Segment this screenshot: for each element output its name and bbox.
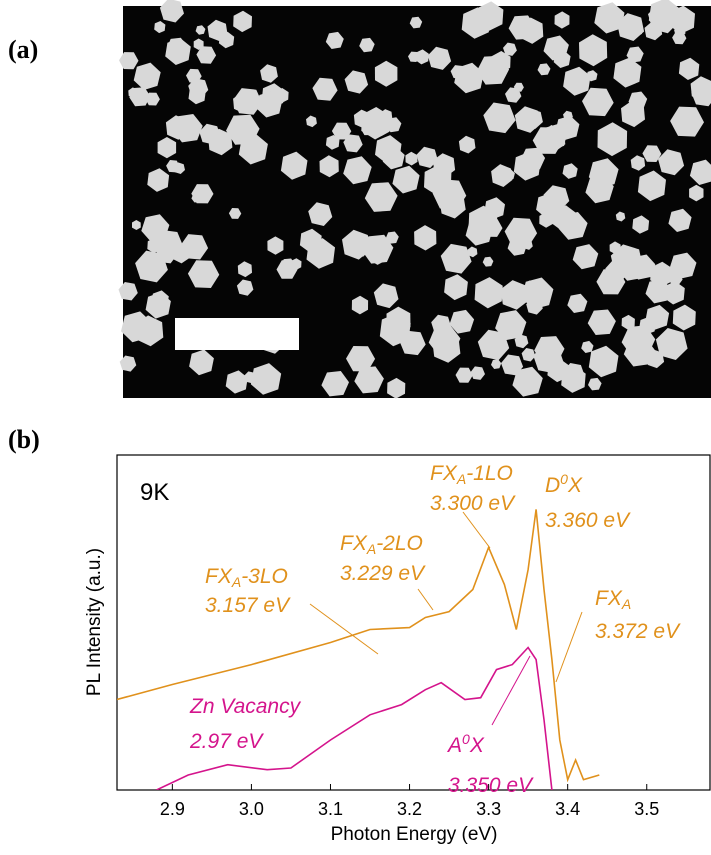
annotation-label: FXA-1LO [430,462,513,487]
x-tick-label: 3.0 [239,799,264,819]
annotation-part: D [545,474,560,497]
x-tick-label: 3.5 [634,799,659,819]
leader-line [310,604,378,654]
annotation-label: FXA [595,587,631,612]
annotation-part: X [567,474,583,497]
sem-image [119,0,711,399]
leader-line [463,512,490,548]
x-tick-label: 3.3 [476,799,501,819]
annotation-part: A [446,734,462,757]
leader-line [418,589,433,610]
annotation-part: -3LO [241,565,288,588]
annotation-part: 0 [560,471,568,487]
annotation-label: FXA-3LO [205,565,288,590]
annotation-label: A0X [446,731,485,757]
annotation-label: D0X [545,471,583,497]
annotation-energy: 3.229 eV [340,562,426,585]
leader-line [556,612,582,682]
scale-bar [175,318,299,350]
annotation-part: FX [430,462,458,485]
annotation-energy: 3.350 eV [448,774,534,797]
annotation-part: A [231,574,241,590]
annotation-part: A [621,596,631,612]
annotation-label: FXA-2LO [340,532,423,557]
annotation-part: FX [340,532,368,555]
figure: (a) (b) 9K Photon Energy (eV) PL Intensi… [0,0,711,855]
annotation-energy: 3.157 eV [205,594,291,617]
x-tick-label: 2.9 [160,799,185,819]
annotation-part: -2LO [376,532,423,555]
x-tick-label: 3.4 [555,799,580,819]
annotation-part: FX [595,587,623,610]
annotation-part: Zn Vacancy [189,695,302,718]
annotation-part: 0 [462,731,470,747]
y-axis-label: PL Intensity (a.u.) [84,548,105,696]
annotation-energy: 3.372 eV [595,620,681,643]
x-tick-label: 3.1 [318,799,343,819]
inset-label: 9K [140,479,169,506]
annotation-energy: 3.360 eV [545,509,631,532]
annotation-energy: 3.300 eV [430,492,516,515]
panel-label: (a) [8,35,38,64]
annotation-part: A [366,541,376,557]
series-line [157,648,552,791]
x-axis-label: Photon Energy (eV) [331,824,498,845]
annotation-part: A [456,471,466,487]
annotation-part: -1LO [466,462,513,485]
x-tick-label: 3.2 [397,799,422,819]
annotation-part: FX [205,565,233,588]
panel-label: (b) [8,425,40,454]
leader-line [492,656,530,725]
annotation-part: X [469,734,485,757]
annotation-energy: 2.97 eV [189,730,264,753]
annotation-label: Zn Vacancy [189,695,302,718]
